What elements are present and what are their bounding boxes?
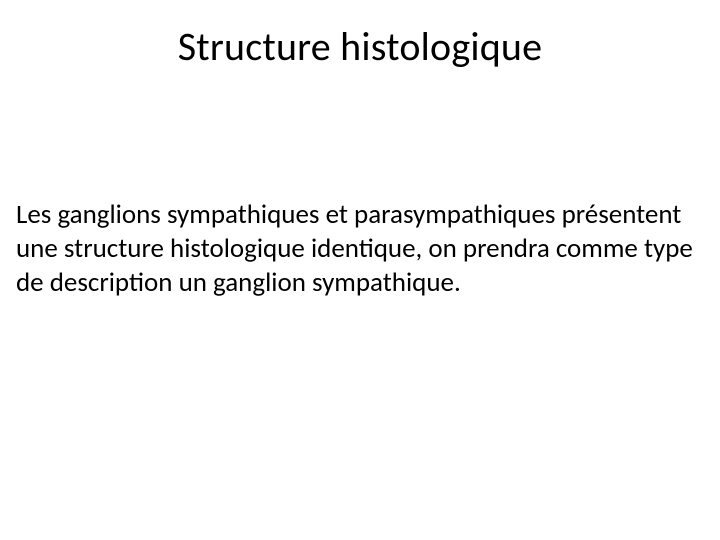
body-paragraph: Les ganglions sympathiques et parasympat… <box>16 198 712 299</box>
slide-title: Structure histologique <box>0 22 720 71</box>
slide-body: Les ganglions sympathiques et parasympat… <box>16 198 712 299</box>
slide: Structure histologique Les ganglions sym… <box>0 0 720 540</box>
